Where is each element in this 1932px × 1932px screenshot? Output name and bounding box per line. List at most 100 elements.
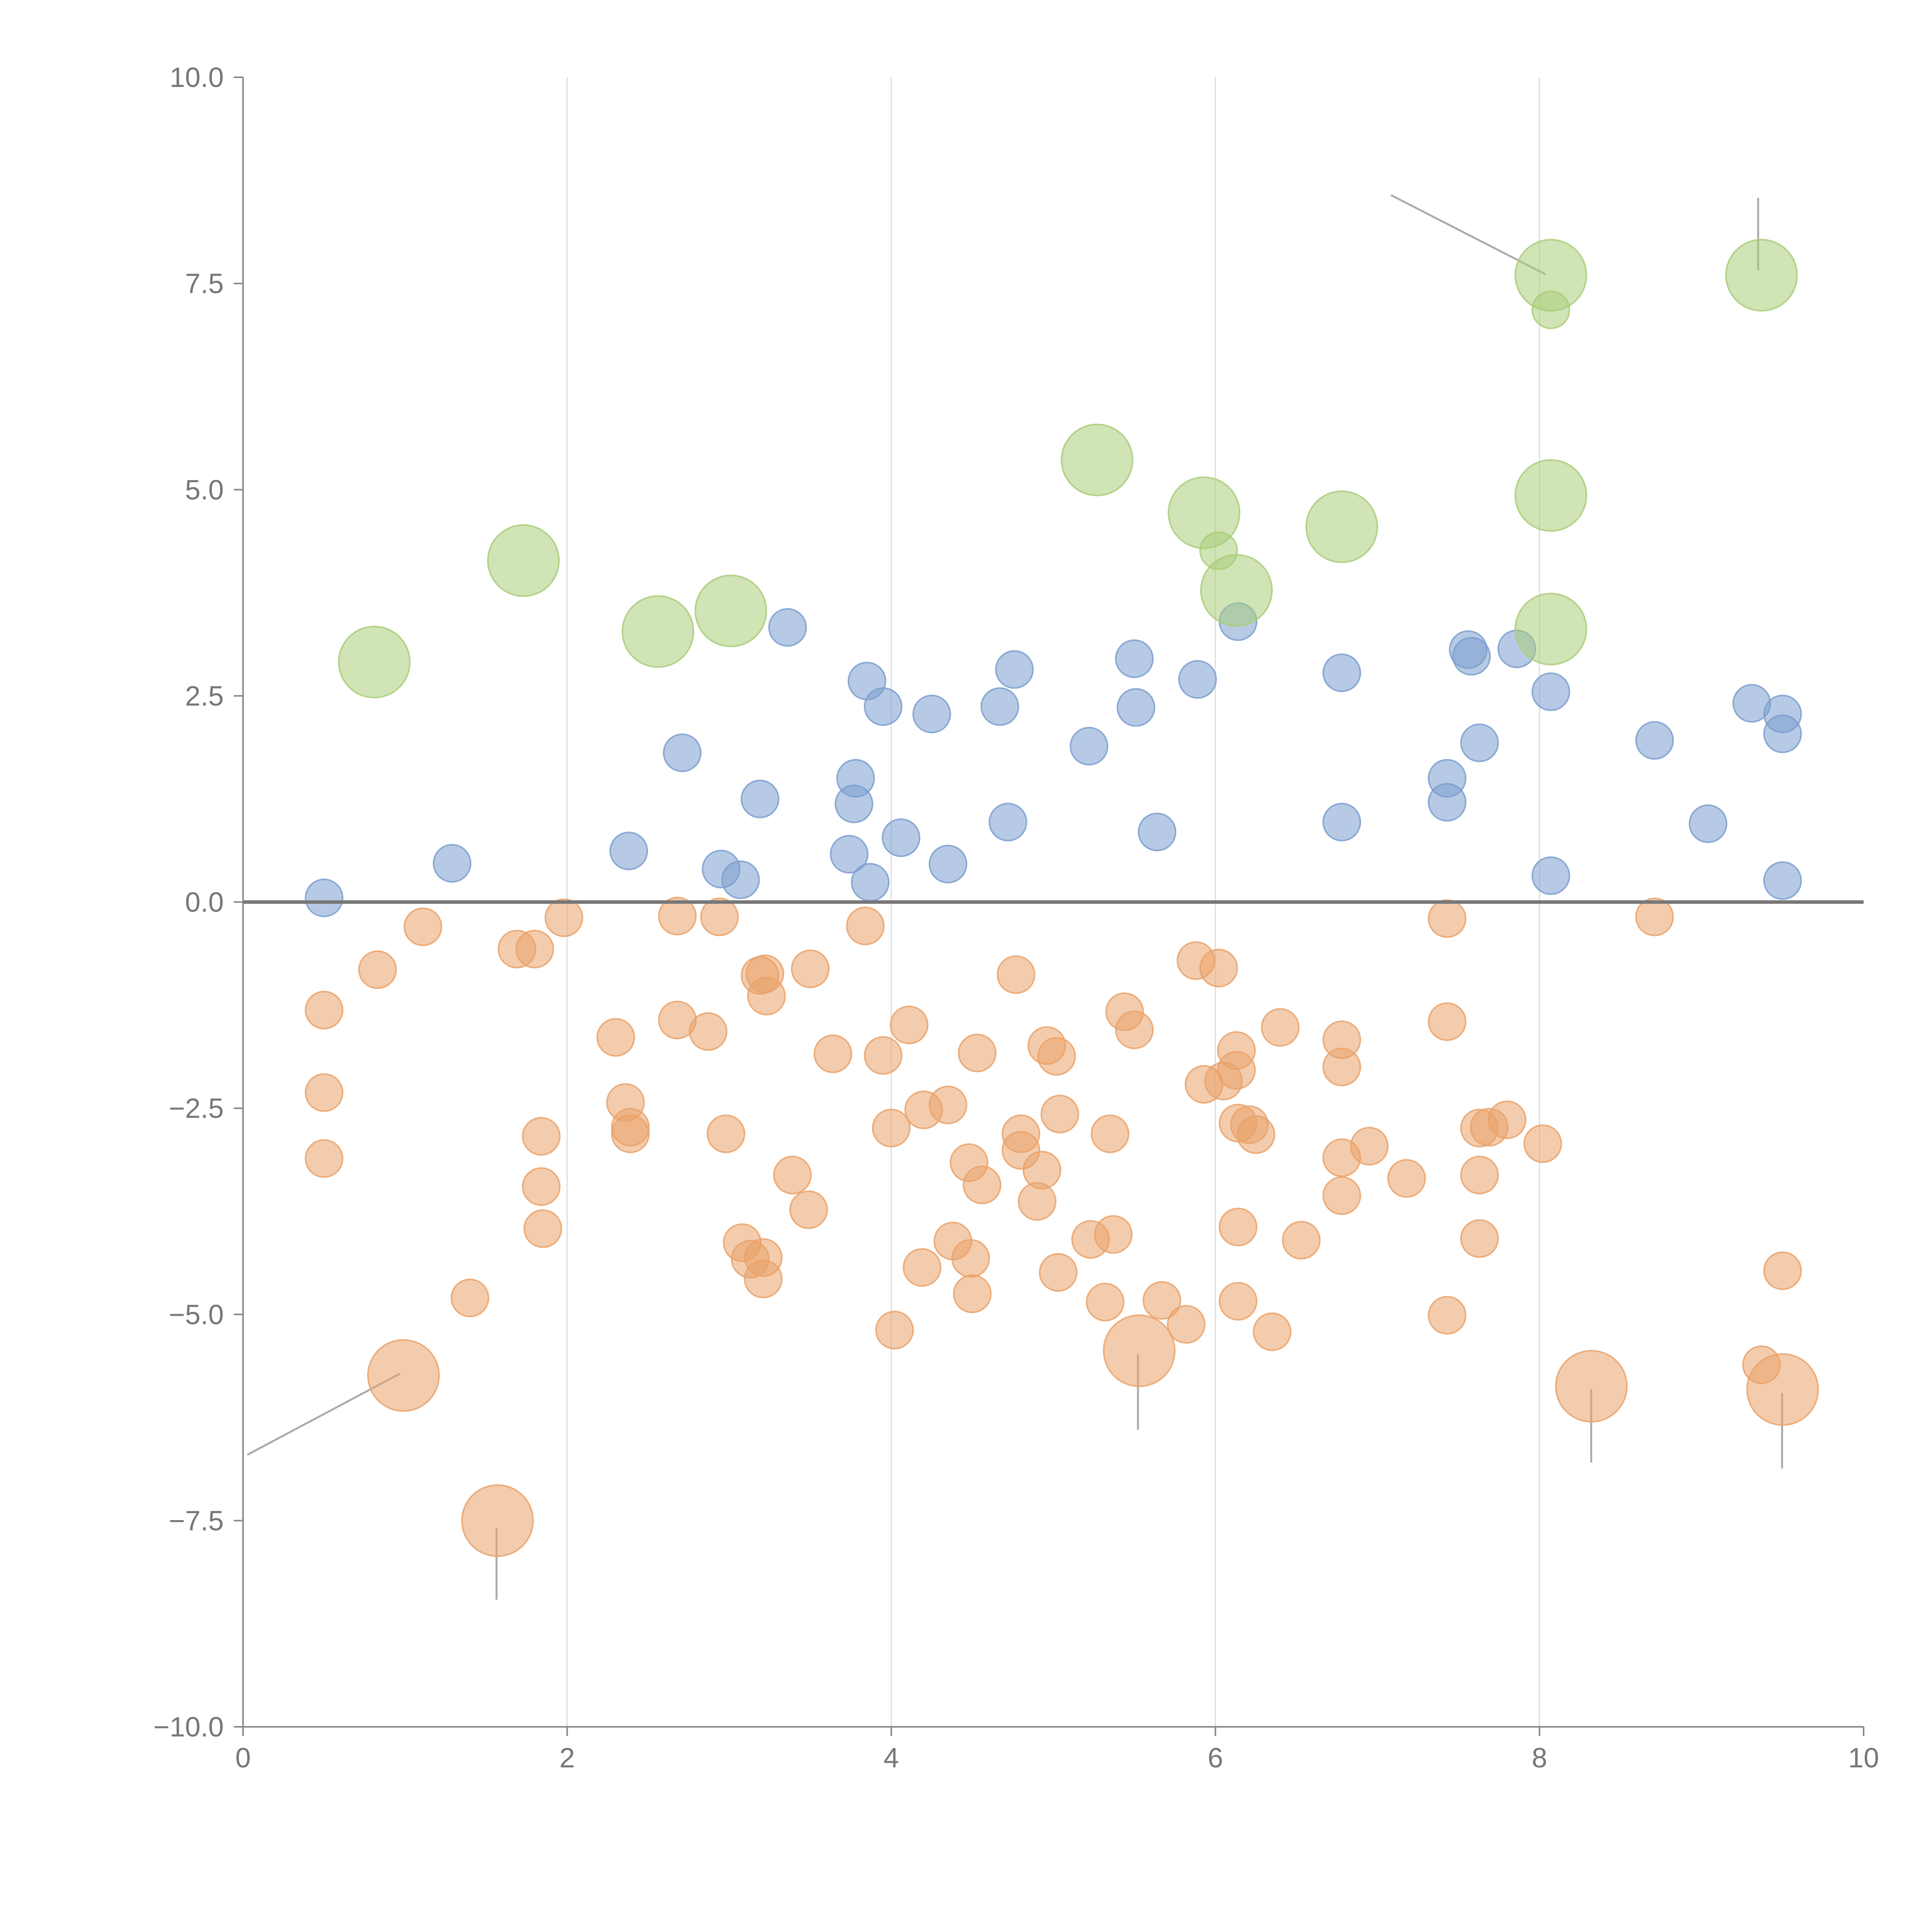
leader-line-layer — [247, 194, 1783, 1600]
data-point-outliers-high — [694, 575, 767, 647]
x-tick-label: 0 — [235, 1743, 251, 1774]
data-point-negative — [1167, 1305, 1206, 1344]
data-point-positive — [912, 694, 951, 733]
data-point-negative — [706, 1114, 745, 1153]
data-point-negative — [889, 1005, 929, 1044]
data-point-negative — [789, 1190, 828, 1229]
data-point-negative — [951, 1239, 990, 1278]
data-point-negative — [747, 976, 786, 1015]
data-point-negative — [689, 1012, 728, 1051]
data-point-negative — [304, 991, 344, 1030]
data-point-positive — [768, 608, 807, 647]
tick-label-layer: 0 2 4 6 8 10 −10.0 −7.5 −5.0 −2.5 0.0 2.5 5.0 7.5 10.0 — [153, 62, 1879, 1774]
data-point-negative — [929, 1085, 968, 1124]
y-tick-label: 0.0 — [185, 887, 224, 918]
data-point-negative — [963, 1165, 1002, 1204]
data-point-negative — [403, 907, 442, 946]
data-point-negative — [522, 1167, 561, 1206]
data-point-outliers-high-small — [1199, 531, 1238, 570]
data-point-positive — [1116, 688, 1155, 727]
data-point-negative — [700, 897, 739, 936]
data-point-outliers-high-small — [1531, 290, 1570, 329]
data-point-negative — [872, 1109, 911, 1148]
data-point-outliers-high — [1061, 423, 1134, 497]
data-point-outliers-high — [338, 626, 411, 699]
data-point-positive — [433, 844, 471, 883]
data-point-negative — [875, 1311, 914, 1350]
data-point-negative — [903, 1248, 942, 1287]
data-point-outliers-high — [487, 524, 560, 597]
data-point-positive — [663, 733, 702, 772]
data-point-negative — [1763, 1251, 1802, 1290]
data-point-positive — [851, 863, 890, 902]
data-point-negative — [1086, 1282, 1125, 1321]
data-point-outliers-high — [1514, 459, 1587, 532]
data-point-negative — [611, 1114, 650, 1153]
data-point-positive — [836, 759, 875, 798]
y-tick-label: −5.0 — [169, 1299, 224, 1330]
data-point-negative — [358, 950, 397, 989]
y-tick-label: 5.0 — [185, 474, 224, 505]
data-point-negative — [744, 1260, 783, 1298]
data-point-negative — [1322, 1176, 1361, 1215]
data-point-negative — [957, 1034, 997, 1073]
data-point-positive — [1531, 856, 1570, 895]
data-point-negative — [1428, 1296, 1467, 1335]
data-point-negative — [864, 1036, 903, 1075]
data-point-positive — [721, 860, 760, 899]
data-point-negative — [1090, 1114, 1129, 1153]
data-point-negative — [773, 1156, 812, 1194]
data-point-positive — [609, 832, 648, 871]
data-point-positive — [1322, 653, 1361, 692]
data-point-negative — [846, 906, 885, 946]
data-point-negative — [1428, 1002, 1467, 1041]
data-point-negative — [1217, 1051, 1256, 1090]
axis-layer — [234, 77, 1864, 1736]
data-point-negative — [997, 955, 1036, 994]
data-point-positive — [830, 835, 869, 874]
data-point-negative — [1094, 1215, 1133, 1254]
data-point-outliers-high — [1725, 239, 1798, 312]
data-point-negative — [515, 930, 554, 969]
x-tick-label: 2 — [560, 1743, 575, 1774]
data-point-positive — [995, 650, 1034, 689]
data-point-negative — [1261, 1008, 1300, 1047]
y-tick-label: 2.5 — [185, 681, 224, 712]
data-point-negative-outliers — [367, 1339, 440, 1412]
data-point-negative — [522, 1117, 561, 1156]
data-point-negative — [1428, 899, 1467, 938]
data-point-negative — [1037, 1037, 1076, 1076]
data-point-positive — [1322, 803, 1361, 842]
data-point-positive — [1689, 804, 1728, 843]
data-point-negative-outliers — [1103, 1314, 1176, 1387]
data-point-positive — [1460, 723, 1499, 762]
data-point-positive — [1531, 672, 1570, 711]
data-point-negative-outliers — [1555, 1350, 1628, 1423]
y-tick-label: 10.0 — [170, 62, 224, 93]
data-point-positive — [304, 878, 344, 917]
y-tick-label: −10.0 — [153, 1712, 224, 1743]
x-tick-label: 4 — [884, 1743, 899, 1774]
data-point-negative — [953, 1274, 992, 1313]
data-point-negative — [1460, 1156, 1499, 1194]
data-point-positive — [1452, 637, 1491, 676]
y-tick-label: −7.5 — [169, 1505, 224, 1536]
data-point-positive — [1115, 639, 1154, 678]
data-point-negative — [791, 949, 830, 988]
data-point-outliers-high — [621, 595, 694, 668]
data-point-positive — [1763, 861, 1802, 900]
data-point-negative — [1040, 1095, 1079, 1134]
data-point-negative — [1039, 1253, 1078, 1292]
data-point-negative — [813, 1034, 852, 1073]
data-point-negative — [1143, 1281, 1181, 1320]
data-point-negative — [1387, 1159, 1426, 1198]
data-point-negative-outliers — [461, 1484, 534, 1557]
data-point-positive — [1635, 721, 1674, 760]
data-point-negative — [1022, 1151, 1061, 1190]
data-point-positive — [929, 845, 968, 884]
data-point-negative — [451, 1279, 490, 1318]
data-point-outliers-high — [1305, 490, 1378, 563]
data-point-negative — [1236, 1115, 1276, 1154]
data-point-negative — [544, 898, 583, 937]
data-point-negative — [1488, 1100, 1527, 1139]
